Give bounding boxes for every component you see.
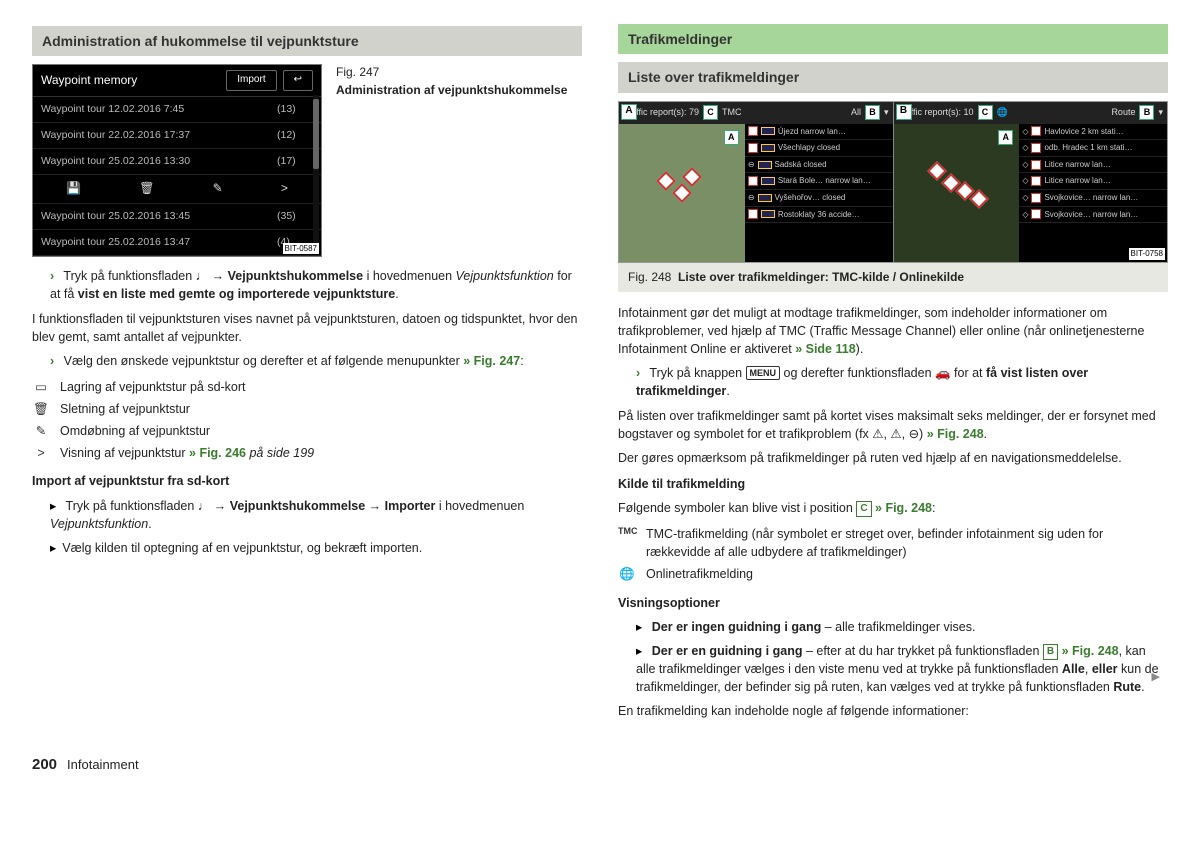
all-button[interactable]: All (851, 106, 861, 119)
map-area[interactable]: A (619, 124, 745, 262)
badge-B: B (1139, 105, 1154, 120)
back-icon[interactable]: ↩ (283, 70, 313, 91)
para: Vælg den ønskede vejpunktstur og derefte… (50, 352, 582, 370)
subheading: Import af vejpunktstur fra sd-kort (32, 472, 582, 490)
fig247-caption: Fig. 247 Administration af vejpunktshuko… (336, 64, 567, 99)
para: Infotainment gør det muligt at modtage t… (618, 304, 1168, 358)
left-heading: Administration af hukommelse til vejpunk… (32, 26, 582, 56)
para: Tryk på funktionsfladen ♩ → Vejpunktshuk… (50, 267, 582, 303)
delete-icon: 🗑 (32, 400, 50, 418)
page-footer: 200Infotainment (32, 754, 1168, 776)
para: Følgende symboler kan blive vist i posit… (618, 499, 1168, 517)
badge-B: B (865, 105, 880, 120)
icon-list: TMCTMC-trafikmelding (når symbolet er st… (618, 523, 1168, 585)
fig248-caption: Fig. 248 Liste over trafikmeldinger: TMC… (618, 263, 1168, 292)
edit-icon: ✎ (32, 422, 50, 440)
para: Vælg kilden til optegning af en vejpunkt… (50, 539, 582, 557)
para: Tryk på knappen MENU og derefter funktio… (636, 364, 1168, 400)
map-area[interactable]: A (894, 124, 1020, 262)
para: I funktionsfladen til vejpunktsturen vis… (32, 310, 582, 346)
traffic-list[interactable]: ◇Havlovice 2 km stati… ◇odb. Hradec 1 km… (1019, 124, 1167, 262)
icon-list: ▭Lagring af vejpunktstur på sd-kort 🗑Sle… (32, 376, 582, 465)
right-heading-gray: Liste over trafikmeldinger (618, 62, 1168, 92)
para: Der er en guidning i gang – efter at du … (636, 642, 1168, 696)
fig-code: BIT-0758 (1129, 248, 1165, 260)
globe-icon: 🌐 (618, 565, 636, 583)
badge-C: C (703, 105, 718, 120)
show-icon: > (32, 444, 50, 462)
para: På listen over trafikmeldinger samt på k… (618, 407, 1168, 443)
waypoint-row[interactable]: Waypoint tour 25.02.2016 13:47(4) (33, 230, 321, 256)
badge-A: A (998, 130, 1013, 145)
badge-C: C (978, 105, 993, 120)
para: Tryk på funktionsfladen ♩ → Vejpunktshuk… (50, 497, 582, 533)
delete-icon[interactable]: 🗑 (139, 180, 154, 197)
import-button[interactable]: Import (226, 70, 276, 91)
badge-A: A (724, 130, 739, 145)
waypoint-row[interactable]: Waypoint tour 12.02.2016 7:45(13) (33, 97, 321, 123)
continue-icon: ▶ (1152, 670, 1160, 686)
fig-code: BIT-0587 (283, 243, 319, 255)
waypoint-row[interactable]: Waypoint tour 22.02.2016 17:37(12) (33, 123, 321, 149)
panel-badge-B: B (896, 104, 912, 120)
para: Der er ingen guidning i gang – alle traf… (636, 618, 1168, 636)
key-C: C (856, 501, 871, 517)
save-icon: ▭ (32, 378, 50, 396)
traffic-list[interactable]: Újezd narrow lan… Všechlapy closed ⊖Sads… (745, 124, 893, 262)
subheading: Visningsoptioner (618, 594, 1168, 612)
edit-icon[interactable]: ✎ (213, 180, 223, 197)
waypoint-row[interactable]: Waypoint tour 25.02.2016 13:30(17) (33, 149, 321, 175)
save-icon[interactable]: 💾 (66, 180, 81, 197)
para: En trafikmelding kan indeholde nogle af … (618, 702, 1168, 720)
right-heading-green: Trafikmeldinger (618, 24, 1168, 54)
para: Der gøres opmærksom på trafikmeldinger p… (618, 449, 1168, 467)
waypoint-row[interactable]: Waypoint tour 25.02.2016 13:45(35) (33, 204, 321, 230)
route-button[interactable]: Route (1111, 106, 1135, 119)
panel-badge-A: A (621, 104, 637, 120)
menu-badge: MENU (746, 366, 781, 380)
tmc-icon: TMC (618, 525, 636, 538)
fig247-screenshot: Waypoint memory Import ↩ Waypoint tour 1… (32, 64, 322, 257)
subheading: Kilde til trafikmelding (618, 475, 1168, 493)
show-icon[interactable]: > (281, 180, 288, 197)
screen-title: Waypoint memory (41, 72, 220, 89)
fig248-screenshot: A Traffic report(s): 79 C TMC All B ▾ A (618, 101, 1168, 263)
key-B: B (1043, 644, 1058, 660)
